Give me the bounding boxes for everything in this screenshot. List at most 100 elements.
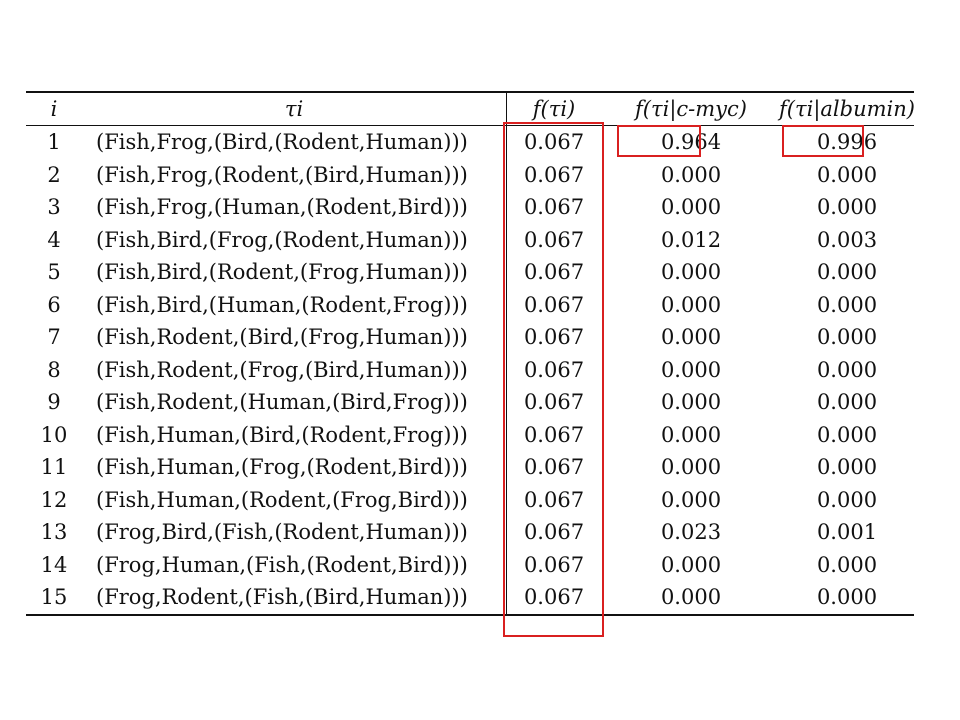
row-index: 14 bbox=[40, 552, 68, 577]
row-f: 0.067 bbox=[523, 390, 585, 415]
row-f-albumin: 0.003 bbox=[816, 227, 878, 252]
row-f: 0.067 bbox=[523, 227, 585, 252]
results-table: i τi f(τi) f(τi|c-myc) f(τi|albumin) 1 (F… bbox=[26, 91, 915, 616]
row-f-cmyc: 0.000 bbox=[660, 390, 722, 415]
highlight-box-f-column bbox=[503, 122, 604, 637]
row-f: 0.067 bbox=[523, 585, 585, 610]
row-f-albumin: 0.000 bbox=[816, 455, 878, 480]
row-index: 7 bbox=[47, 325, 61, 350]
row-f-albumin: 0.000 bbox=[816, 422, 878, 447]
row-index: 12 bbox=[40, 487, 68, 512]
table-row: 5 (Fish,Bird,(Rodent,(Frog,Human))) 0.067 0… bbox=[26, 256, 914, 289]
row-index: 4 bbox=[47, 227, 61, 252]
row-f-albumin: 0.000 bbox=[816, 292, 878, 317]
row-f-cmyc: 0.000 bbox=[660, 325, 722, 350]
row-f-cmyc: 0.012 bbox=[660, 227, 722, 252]
row-tree: (Frog,Human,(Fish,(Rodent,Bird))) bbox=[96, 552, 468, 577]
highlight-box-cmyc-row1 bbox=[617, 125, 701, 157]
row-f: 0.067 bbox=[523, 325, 585, 350]
row-index: 13 bbox=[40, 520, 68, 545]
row-tree: (Fish,Bird,(Human,(Rodent,Frog))) bbox=[96, 292, 468, 317]
row-f-cmyc: 0.000 bbox=[660, 357, 722, 382]
row-f-cmyc: 0.000 bbox=[660, 292, 722, 317]
table-row: 1 (Fish,Frog,(Bird,(Rodent,Human))) 0.067 0… bbox=[26, 126, 914, 159]
row-index: 2 bbox=[47, 162, 61, 187]
row-f: 0.067 bbox=[523, 260, 585, 285]
row-f-albumin: 0.000 bbox=[816, 552, 878, 577]
row-tree: (Fish,Bird,(Rodent,(Frog,Human))) bbox=[96, 260, 468, 285]
table-row: 14 (Frog,Human,(Fish,(Rodent,Bird))) 0.067… bbox=[26, 549, 914, 582]
table-row: 4 (Fish,Bird,(Frog,(Rodent,Human))) 0.067 0… bbox=[26, 224, 914, 257]
row-index: 3 bbox=[47, 195, 61, 220]
table-row: 15 (Frog,Rodent,(Fish,(Bird,Human))) 0.067… bbox=[26, 581, 914, 614]
table-row: 6 (Fish,Bird,(Human,(Rodent,Frog))) 0.067 0… bbox=[26, 289, 914, 322]
row-f-albumin: 0.000 bbox=[816, 195, 878, 220]
row-f: 0.067 bbox=[523, 357, 585, 382]
row-f-albumin: 0.001 bbox=[816, 520, 878, 545]
row-tree: (Fish,Rodent,(Human,(Bird,Frog))) bbox=[96, 390, 468, 415]
row-f-albumin: 0.000 bbox=[816, 487, 878, 512]
row-tree: (Fish,Frog,(Rodent,(Bird,Human))) bbox=[96, 162, 468, 187]
table-row: 9 (Fish,Rodent,(Human,(Bird,Frog))) 0.067 0… bbox=[26, 386, 914, 419]
row-index: 10 bbox=[40, 422, 68, 447]
row-f-albumin: 0.996 bbox=[816, 130, 878, 155]
row-f-albumin: 0.000 bbox=[816, 357, 878, 382]
row-index: 9 bbox=[47, 390, 61, 415]
row-f: 0.067 bbox=[523, 455, 585, 480]
row-f-cmyc: 0.000 bbox=[660, 260, 722, 285]
table-row: 10 (Fish,Human,(Bird,(Rodent,Frog))) 0.067… bbox=[26, 419, 914, 452]
row-f-cmyc: 0.000 bbox=[660, 195, 722, 220]
row-f: 0.067 bbox=[523, 162, 585, 187]
row-f-cmyc: 0.000 bbox=[660, 455, 722, 480]
row-index: 1 bbox=[47, 130, 61, 155]
row-tree: (Fish,Human,(Frog,(Rodent,Bird))) bbox=[96, 455, 468, 480]
row-tree: (Fish,Human,(Rodent,(Frog,Bird))) bbox=[96, 487, 468, 512]
table-row: 8 (Fish,Rodent,(Frog,(Bird,Human))) 0.067 0… bbox=[26, 354, 914, 387]
row-f-cmyc: 0.000 bbox=[660, 487, 722, 512]
row-tree: (Fish,Rodent,(Frog,(Bird,Human))) bbox=[96, 357, 468, 382]
row-f: 0.067 bbox=[523, 130, 585, 155]
header-f: f(τi) bbox=[532, 97, 576, 121]
row-f: 0.067 bbox=[523, 292, 585, 317]
table-row: 13 (Frog,Bird,(Fish,(Rodent,Human))) 0.067… bbox=[26, 516, 914, 549]
row-f-cmyc: 0.000 bbox=[660, 585, 722, 610]
header-i: i bbox=[50, 97, 58, 121]
row-f-cmyc: 0.000 bbox=[660, 422, 722, 447]
row-tree: (Fish,Rodent,(Bird,(Frog,Human))) bbox=[96, 325, 468, 350]
row-f-albumin: 0.000 bbox=[816, 260, 878, 285]
row-f-cmyc: 0.964 bbox=[660, 130, 722, 155]
table-row: 11 (Fish,Human,(Frog,(Rodent,Bird))) 0.067… bbox=[26, 451, 914, 484]
header-f-cmyc: f(τi|c-myc) bbox=[635, 97, 747, 121]
row-index: 6 bbox=[47, 292, 61, 317]
header-f-albumin: f(τi|albumin) bbox=[779, 97, 915, 121]
table-header: i τi f(τi) f(τi|c-myc) f(τi|albumin) bbox=[26, 93, 915, 126]
row-f-albumin: 0.000 bbox=[816, 585, 878, 610]
row-f: 0.067 bbox=[523, 520, 585, 545]
row-tree: (Frog,Bird,(Fish,(Rodent,Human))) bbox=[96, 520, 468, 545]
row-f: 0.067 bbox=[523, 487, 585, 512]
row-f: 0.067 bbox=[523, 195, 585, 220]
row-f-cmyc: 0.000 bbox=[660, 162, 722, 187]
highlight-box-albumin-row1 bbox=[782, 125, 864, 157]
table-row: 2 (Fish,Frog,(Rodent,(Bird,Human))) 0.067 0… bbox=[26, 159, 914, 192]
row-tree: (Fish,Frog,(Human,(Rodent,Bird))) bbox=[96, 195, 468, 220]
row-tree: (Fish,Frog,(Bird,(Rodent,Human))) bbox=[96, 130, 468, 155]
row-f-albumin: 0.000 bbox=[816, 162, 878, 187]
table-row: 7 (Fish,Rodent,(Bird,(Frog,Human))) 0.067 0… bbox=[26, 321, 914, 354]
table-row: 3 (Fish,Frog,(Human,(Rodent,Bird))) 0.067 0… bbox=[26, 191, 914, 224]
table-row: 12 (Fish,Human,(Rodent,(Frog,Bird))) 0.067… bbox=[26, 484, 914, 517]
header-tau: τi bbox=[284, 97, 304, 121]
row-f-cmyc: 0.000 bbox=[660, 552, 722, 577]
row-tree: (Fish,Human,(Bird,(Rodent,Frog))) bbox=[96, 422, 468, 447]
table-body: 1 (Fish,Frog,(Bird,(Rodent,Human))) 0.067 0… bbox=[26, 126, 914, 614]
row-f: 0.067 bbox=[523, 552, 585, 577]
column-divider bbox=[506, 91, 508, 616]
row-f-albumin: 0.000 bbox=[816, 325, 878, 350]
row-f-cmyc: 0.023 bbox=[660, 520, 722, 545]
row-tree: (Fish,Bird,(Frog,(Rodent,Human))) bbox=[96, 227, 468, 252]
row-index: 15 bbox=[40, 585, 68, 610]
row-tree: (Frog,Rodent,(Fish,(Bird,Human))) bbox=[96, 585, 468, 610]
row-index: 8 bbox=[47, 357, 61, 382]
row-f: 0.067 bbox=[523, 422, 585, 447]
row-index: 5 bbox=[47, 260, 61, 285]
